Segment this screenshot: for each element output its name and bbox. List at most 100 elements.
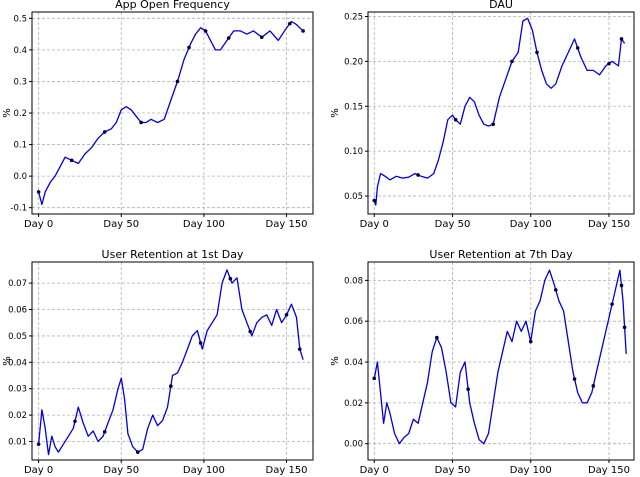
y-tick-label: 0.01 xyxy=(8,438,27,448)
y-axis-label: % xyxy=(2,108,13,118)
x-tick-label: Day 100 xyxy=(183,219,225,230)
data-point xyxy=(453,117,458,122)
data-point xyxy=(510,59,514,64)
y-tick-label: 0.03 xyxy=(8,385,27,395)
data-point xyxy=(435,335,439,340)
y-tick-label: 0.06 xyxy=(344,317,363,327)
plot-frame xyxy=(31,261,314,461)
series-line xyxy=(373,17,626,206)
chart-title: DAU xyxy=(489,0,513,11)
data-point xyxy=(198,341,203,345)
data-point xyxy=(591,384,596,388)
chart-title: User Retention at 7th Day xyxy=(429,248,573,261)
data-point xyxy=(572,377,577,381)
series-line xyxy=(37,20,304,206)
data-point xyxy=(169,384,173,388)
chart-panel-0: -0.1 0.0 0.1 0.2 0.3 0.4 0.5 Day 0 Day 50 Day 100… xyxy=(2,0,314,230)
data-point xyxy=(372,376,377,381)
x-tick-label: Day 150 xyxy=(266,219,308,230)
y-tick-label: 0.2 xyxy=(13,109,27,119)
y-tick-label: 0.05 xyxy=(344,192,363,202)
data-point xyxy=(619,37,624,41)
y-axis-label: % xyxy=(330,108,341,118)
x-tick-label: Day 100 xyxy=(183,465,225,476)
y-tick-label: 0.04 xyxy=(8,358,27,368)
series-line xyxy=(37,269,304,456)
data-point xyxy=(288,21,292,26)
y-tick-label: 0.1 xyxy=(13,141,27,151)
data-point xyxy=(491,122,495,127)
data-point xyxy=(36,190,41,194)
x-tick-label: Day 50 xyxy=(435,219,471,230)
plot-frame xyxy=(367,11,635,215)
data-point xyxy=(553,288,558,292)
data-point xyxy=(203,29,208,33)
data-point xyxy=(73,419,77,424)
y-tick-label: 0.02 xyxy=(344,399,363,409)
data-point xyxy=(248,329,252,334)
x-tick-label: Day 100 xyxy=(510,219,552,230)
data-point xyxy=(528,339,533,344)
data-point xyxy=(535,50,539,55)
data-point xyxy=(297,347,302,351)
chart-panel-1: 0.05 0.10 0.15 0.20 0.25 Day 0 Day 50 Day 100 Da… xyxy=(330,0,635,230)
x-tick-label: Day 0 xyxy=(360,465,389,476)
data-point xyxy=(102,130,107,134)
data-point xyxy=(372,198,377,203)
x-tick-label: Day 150 xyxy=(588,465,630,476)
data-point xyxy=(416,173,420,177)
y-tick-label: 0.15 xyxy=(344,102,363,112)
data-point xyxy=(607,61,611,66)
data-point xyxy=(175,79,180,84)
y-tick-label: 0.04 xyxy=(344,358,363,368)
y-tick-label: 0.3 xyxy=(13,77,27,87)
data-point xyxy=(619,283,624,288)
data-point xyxy=(284,313,289,317)
data-point xyxy=(301,29,305,33)
x-tick-label: Day 100 xyxy=(510,465,552,476)
x-tick-label: Day 50 xyxy=(103,219,139,230)
y-tick-label: 0.08 xyxy=(344,276,363,286)
data-point xyxy=(259,35,264,40)
y-tick-label: 0.20 xyxy=(344,57,363,67)
data-point xyxy=(610,302,614,306)
y-tick-label: 0.4 xyxy=(13,46,27,56)
y-axis-label: % xyxy=(2,356,13,366)
data-point xyxy=(622,325,627,330)
y-tick-label: 0.06 xyxy=(8,306,27,316)
x-tick-label: Day 50 xyxy=(435,465,471,476)
data-point xyxy=(466,387,470,392)
chart-title: User Retention at 1st Day xyxy=(102,248,244,261)
data-point xyxy=(187,45,191,50)
y-tick-label: 0.0 xyxy=(13,172,27,182)
y-tick-label: 0.05 xyxy=(8,332,27,342)
plot-frame xyxy=(367,261,635,461)
x-tick-label: Day 0 xyxy=(360,219,389,230)
y-tick-label: -0.1 xyxy=(10,204,27,214)
series-line xyxy=(373,269,627,445)
chart-panel-3: 0.00 0.02 0.04 0.06 0.08 Day 0 Day 50 Day 100 Da… xyxy=(330,248,635,476)
data-point xyxy=(135,450,140,454)
x-tick-label: Day 150 xyxy=(588,219,630,230)
data-point xyxy=(139,120,143,125)
x-tick-label: Day 0 xyxy=(24,219,53,230)
y-tick-label: 0.5 xyxy=(13,14,27,24)
y-tick-label: 0.10 xyxy=(344,147,363,157)
data-point xyxy=(36,442,41,446)
x-tick-label: Day 50 xyxy=(103,465,139,476)
data-point xyxy=(69,158,74,163)
data-point xyxy=(575,46,580,50)
y-tick-label: 0.00 xyxy=(344,440,363,450)
y-tick-label: 0.07 xyxy=(8,279,27,289)
data-point xyxy=(228,276,233,281)
y-tick-label: 0.02 xyxy=(8,411,27,421)
x-tick-label: Day 150 xyxy=(266,465,308,476)
chart-panel-2: 0.01 0.02 0.03 0.04 0.05 0.06 0.07 Day 0 Day 50 D… xyxy=(2,248,314,476)
data-point xyxy=(226,36,231,40)
y-axis-label: % xyxy=(330,356,341,366)
chart-title: App Open Frequency xyxy=(115,0,230,11)
data-point xyxy=(102,430,107,434)
y-tick-label: 0.25 xyxy=(344,12,363,22)
x-tick-label: Day 0 xyxy=(24,465,53,476)
